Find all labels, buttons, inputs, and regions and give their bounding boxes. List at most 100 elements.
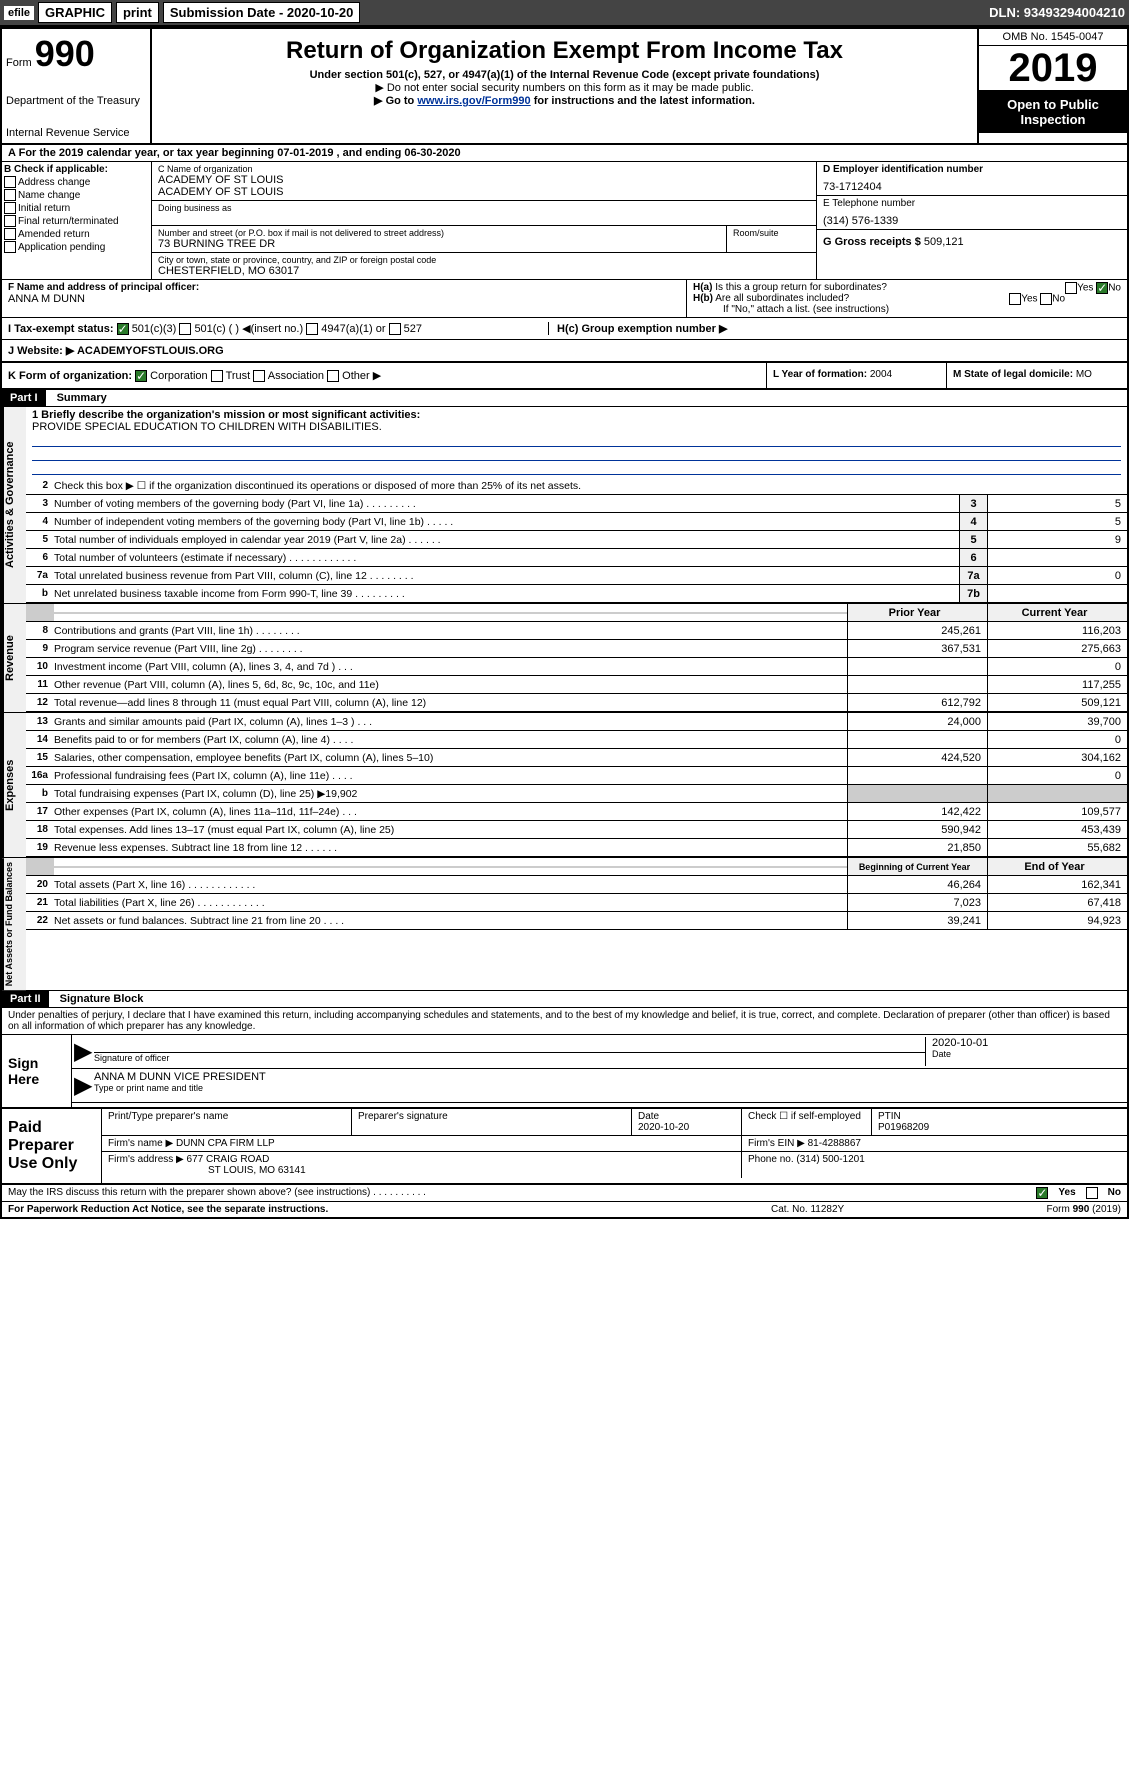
netassets-side-label: Net Assets or Fund Balances	[2, 858, 26, 990]
prior-val	[847, 767, 987, 784]
opt-label: Trust	[226, 370, 251, 382]
prior-val: 245,261	[847, 622, 987, 639]
print-button[interactable]: print	[116, 2, 159, 23]
line-box: 3	[959, 495, 987, 512]
line-row: 9Program service revenue (Part VIII, lin…	[26, 640, 1127, 658]
firm-ein-label: Firm's EIN ▶	[748, 1138, 805, 1149]
checkbox-assoc[interactable]	[253, 370, 265, 382]
part2-title: Signature Block	[52, 991, 152, 1007]
line-row: 14Benefits paid to or for members (Part …	[26, 731, 1127, 749]
current-val: 0	[987, 658, 1127, 675]
line-row: 4Number of independent voting members of…	[26, 513, 1127, 531]
checkbox-other[interactable]	[327, 370, 339, 382]
checkbox-address-change[interactable]	[4, 176, 16, 188]
prep-sig-header: Preparer's signature	[352, 1109, 632, 1135]
checkbox-corp[interactable]	[135, 370, 147, 382]
sign-date: 2020-10-01	[932, 1037, 1125, 1049]
section-i-label: I Tax-exempt status:	[8, 323, 114, 335]
line-val	[987, 549, 1127, 566]
checkbox-discuss-no[interactable]	[1086, 1187, 1098, 1199]
line-row: 7aTotal unrelated business revenue from …	[26, 567, 1127, 585]
checkbox-ha-no[interactable]	[1096, 282, 1108, 294]
section-l-label: L Year of formation:	[773, 369, 867, 380]
arrow-icon: ▶	[74, 1037, 94, 1066]
line-num: b	[26, 588, 54, 599]
line-num: 3	[26, 498, 54, 509]
yes-label: Yes	[1077, 283, 1093, 294]
current-val: 55,682	[987, 839, 1127, 856]
mission-question: 1 Briefly describe the organization's mi…	[32, 409, 1121, 421]
form-number: 990	[35, 33, 95, 74]
line-val: 9	[987, 531, 1127, 548]
line-row: 19Revenue less expenses. Subtract line 1…	[26, 839, 1127, 857]
section-b: B Check if applicable: Address change Na…	[2, 162, 152, 279]
subtitle: Under section 501(c), 527, or 4947(a)(1)…	[156, 69, 973, 81]
prior-val: 424,520	[847, 749, 987, 766]
section-b-label: B Check if applicable:	[4, 164, 149, 175]
ptin-value: P01968209	[878, 1122, 929, 1133]
checkbox-ha-yes[interactable]	[1065, 282, 1077, 294]
governance-side-label: Activities & Governance	[2, 407, 26, 603]
section-j-label: J Website: ▶	[8, 345, 74, 357]
room-label: Room/suite	[733, 228, 810, 238]
dln-label: DLN: 93493294004210	[989, 5, 1125, 20]
line-num: 8	[26, 625, 54, 636]
line-num: 7a	[26, 570, 54, 581]
line-row: 20Total assets (Part X, line 16) . . . .…	[26, 876, 1127, 894]
firm-addr1: 677 CRAIG ROAD	[187, 1154, 270, 1165]
perjury-text: Under penalties of perjury, I declare th…	[2, 1008, 1127, 1035]
checkbox-amended[interactable]	[4, 228, 16, 240]
checkbox-501c3[interactable]	[117, 323, 129, 335]
checkbox-application-pending[interactable]	[4, 241, 16, 253]
section-f-label: F Name and address of principal officer:	[8, 282, 680, 293]
line-text: Salaries, other compensation, employee b…	[54, 751, 847, 765]
section-a: A For the 2019 calendar year, or tax yea…	[2, 145, 1127, 162]
line-row: 15Salaries, other compensation, employee…	[26, 749, 1127, 767]
firm-phone: (314) 500-1201	[796, 1154, 864, 1165]
line-num: 9	[26, 643, 54, 654]
current-val: 0	[987, 731, 1127, 748]
no-label: No	[1108, 283, 1121, 294]
checkbox-name-change[interactable]	[4, 189, 16, 201]
ha-label: H(a)	[693, 282, 712, 293]
checkbox-discuss-yes[interactable]	[1036, 1187, 1048, 1199]
section-e-label: E Telephone number	[823, 198, 1121, 209]
paid-preparer-label: Paid Preparer Use Only	[2, 1109, 102, 1183]
checkbox-trust[interactable]	[211, 370, 223, 382]
cb-label: Initial return	[18, 203, 70, 214]
cat-no: Cat. No. 11282Y	[771, 1204, 971, 1215]
discuss-text: May the IRS discuss this return with the…	[8, 1187, 1036, 1199]
line-text: Total unrelated business revenue from Pa…	[54, 569, 959, 583]
goto-link[interactable]: www.irs.gov/Form990	[417, 95, 530, 107]
current-val: 275,663	[987, 640, 1127, 657]
opt-label: 527	[404, 323, 422, 335]
submission-date: Submission Date - 2020-10-20	[163, 2, 361, 23]
goto-prefix: ▶ Go to	[374, 95, 417, 107]
current-val: 304,162	[987, 749, 1127, 766]
checkbox-final-return[interactable]	[4, 215, 16, 227]
section-d-label: D Employer identification number	[823, 164, 1121, 175]
line-text: Program service revenue (Part VIII, line…	[54, 642, 847, 656]
sign-label-2: Here	[8, 1071, 65, 1087]
line-num: 16a	[26, 770, 54, 781]
line-val: 5	[987, 495, 1127, 512]
prior-val: 142,422	[847, 803, 987, 820]
part2-header: Part II	[2, 991, 49, 1007]
line-num: 17	[26, 806, 54, 817]
name-label: Type or print name and title	[94, 1083, 1125, 1093]
checkbox-hb-no[interactable]	[1040, 293, 1052, 305]
line-row: 8Contributions and grants (Part VIII, li…	[26, 622, 1127, 640]
line-text: Total revenue—add lines 8 through 11 (mu…	[54, 696, 847, 710]
checkbox-501c[interactable]	[179, 323, 191, 335]
checkbox-hb-yes[interactable]	[1009, 293, 1021, 305]
line-row: 22Net assets or fund balances. Subtract …	[26, 912, 1127, 930]
line-val: 5	[987, 513, 1127, 530]
checkbox-initial-return[interactable]	[4, 202, 16, 214]
graphic-button[interactable]: GRAPHIC	[38, 2, 112, 23]
line-text: Number of independent voting members of …	[54, 515, 959, 529]
line-num: 14	[26, 734, 54, 745]
sig-label: Signature of officer	[94, 1053, 925, 1063]
checkbox-4947[interactable]	[306, 323, 318, 335]
checkbox-527[interactable]	[389, 323, 401, 335]
line-text: Contributions and grants (Part VIII, lin…	[54, 624, 847, 638]
